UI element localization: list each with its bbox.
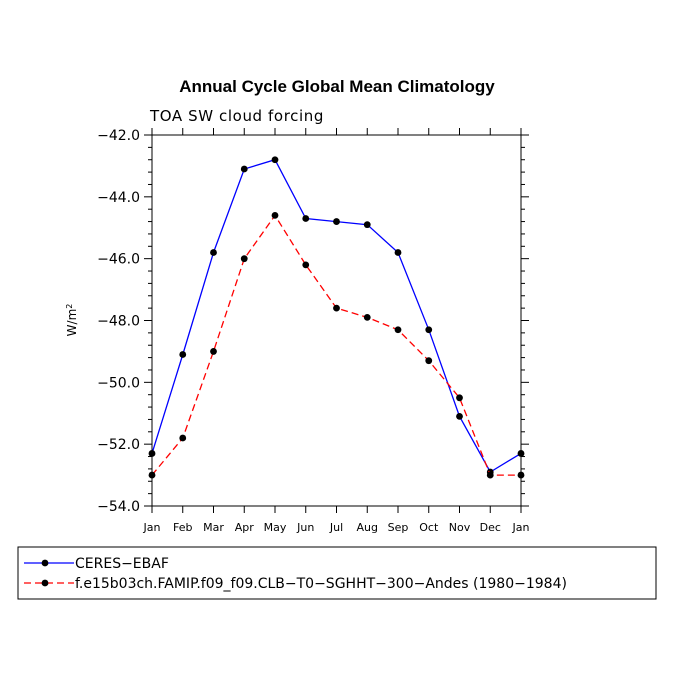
data-point-series-2 <box>425 357 433 365</box>
y-tick-label: −44.0 <box>97 190 140 206</box>
data-point-series-1 <box>210 249 217 256</box>
legend-marker-1 <box>41 559 49 567</box>
y-axis-label-unit: W/m <box>65 309 79 337</box>
plot-frame <box>151 134 522 507</box>
data-point-series-1 <box>271 156 279 164</box>
data-point-series-2 <box>517 471 525 479</box>
y-tick-label: −46.0 <box>97 252 140 268</box>
x-tick-label: Feb <box>173 521 192 534</box>
data-point-series-1 <box>333 218 340 225</box>
data-point-series-2 <box>210 348 217 355</box>
data-point-series-2 <box>333 304 340 312</box>
data-point-series-1 <box>517 450 525 457</box>
data-point-series-1 <box>302 215 310 222</box>
y-tick-label: −54.0 <box>97 499 140 515</box>
y-axis-label-superscript: 2 <box>65 304 74 309</box>
data-point-series-2 <box>148 471 156 479</box>
data-point-series-1 <box>394 249 402 256</box>
data-point-series-2 <box>486 471 494 479</box>
x-tick-label: Oct <box>419 521 439 534</box>
x-tick-label: Apr <box>235 521 255 534</box>
data-point-series-2 <box>179 434 187 442</box>
x-tick-label: Nov <box>449 521 471 534</box>
x-tick-label: Aug <box>357 521 378 534</box>
y-tick-label: −52.0 <box>97 437 140 453</box>
y-axis-label: W/m2 <box>65 304 80 337</box>
legend-label-1: CERES−EBAF <box>75 556 169 572</box>
y-tick-labels: −42.0 −44.0 −46.0 −48.0 −50.0 −52.0 −54.0 <box>97 128 140 515</box>
x-tick-label: Sep <box>388 521 409 534</box>
legend: CERES−EBAF f.e15b03ch.FAMIP.f09_f09.CLB−T… <box>17 546 657 600</box>
chart-subtitle: TOA SW cloud forcing <box>149 107 324 125</box>
x-tick-label: Mar <box>203 521 224 534</box>
series-group <box>148 156 525 479</box>
legend-label-2: f.e15b03ch.FAMIP.f09_f09.CLB−T0−SGHHT−30… <box>75 576 567 592</box>
series-line-1 <box>151 158 522 473</box>
x-tick-label: May <box>264 521 287 534</box>
data-point-series-1 <box>240 165 248 173</box>
data-point-series-2 <box>302 261 310 269</box>
data-point-series-1 <box>148 450 156 457</box>
x-tick-label: Jun <box>296 521 314 534</box>
data-point-series-2 <box>456 394 463 402</box>
data-point-series-2 <box>394 326 402 334</box>
y-tick-label: −48.0 <box>97 314 140 330</box>
x-tick-label: Dec <box>480 521 501 534</box>
data-point-series-2 <box>271 211 279 219</box>
x-tick-label: Jan <box>512 521 530 534</box>
chart-title: Annual Cycle Global Mean Climatology <box>179 77 495 96</box>
x-tick-label: Jul <box>329 521 343 534</box>
y-tick-label: −42.0 <box>97 128 140 144</box>
legend-marker-2 <box>41 579 49 587</box>
data-point-series-1 <box>425 326 433 334</box>
x-tick-label: Jan <box>143 521 161 534</box>
data-point-series-2 <box>240 255 248 263</box>
data-point-series-1 <box>363 221 371 229</box>
data-point-series-1 <box>456 412 463 420</box>
legend-box <box>17 546 657 600</box>
data-point-series-2 <box>363 314 371 321</box>
plot-area <box>144 128 529 513</box>
data-point-series-1 <box>179 351 187 358</box>
series-line-2 <box>151 214 521 476</box>
y-tick-label: −50.0 <box>97 375 140 391</box>
x-tick-labels: Jan Feb Mar Apr May Jun Jul Aug Sep Oct Nov Dec Jan <box>143 521 530 534</box>
